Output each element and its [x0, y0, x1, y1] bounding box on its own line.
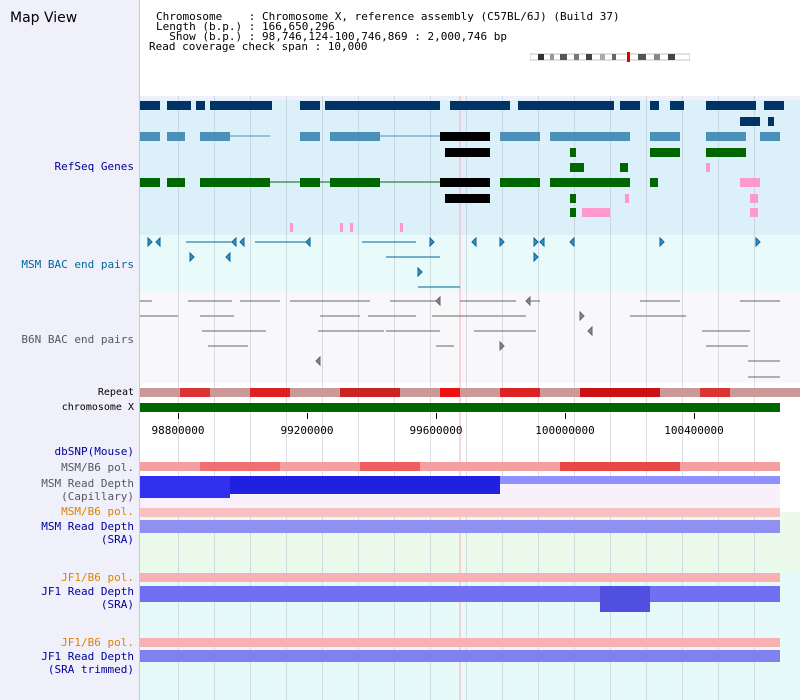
axis-tick-label: 99200000: [280, 424, 334, 437]
page-title: Map View: [10, 10, 78, 26]
msm-pol2-track: [140, 508, 780, 517]
axis-tick-label: 100400000: [664, 424, 724, 437]
track-label-jf1-pol[interactable]: JF1/B6 pol.: [61, 571, 134, 584]
msm-bac-band: [140, 235, 800, 291]
track-label-msm-pol[interactable]: MSM/B6 pol.: [61, 461, 134, 474]
track-label-msm-bac[interactable]: MSM BAC end pairs: [21, 258, 134, 271]
jf1-depth-trimmed: [140, 650, 780, 662]
msm-depth-sra: [140, 520, 780, 533]
depth-tracks[interactable]: [140, 460, 800, 700]
track-label-jf1-depth-sra[interactable]: JF1 Read Depth (SRA): [41, 585, 134, 611]
chromosome-info: Chromosome : Chromosome X, reference ass…: [156, 10, 620, 23]
jf1-pol2-track: [140, 638, 780, 647]
msm-pol-track: [140, 462, 780, 471]
track-label-msm-depth-sra[interactable]: MSM Read Depth (SRA): [41, 520, 134, 546]
msm-bac-track: [147, 236, 761, 288]
annotation-tracks[interactable]: [140, 96, 800, 416]
track-label-repeat[interactable]: Repeat: [97, 387, 134, 398]
track-label-msm-pol2[interactable]: MSM/B6 pol.: [61, 505, 134, 518]
length-info: Length (b.p.) : 166,650,296: [156, 20, 335, 33]
axis-tick-label: 99600000: [409, 424, 463, 437]
track-label-b6n-bac[interactable]: B6N BAC end pairs: [21, 333, 134, 346]
coverage-span-info: Read coverage check span : 10,000: [149, 40, 368, 53]
chromosome-bar: [140, 403, 780, 412]
track-label-refseq[interactable]: RefSeq Genes: [54, 160, 134, 173]
b6n-bac-track: [140, 295, 780, 378]
track-label-jf1-depth-trim[interactable]: JF1 Read Depth (SRA trimmed): [41, 650, 134, 676]
axis-tick-label: 98800000: [151, 424, 205, 437]
track-label-panel: [0, 0, 140, 700]
jf1-pol-track: [140, 573, 780, 582]
b6n-bac-band: [140, 291, 800, 383]
track-label-msm-depth-cap[interactable]: MSM Read Depth (Capillary): [41, 477, 134, 503]
refseq-genes-track: [140, 101, 784, 232]
cursor-line: [459, 96, 461, 700]
axis-tick-label: 100000000: [535, 424, 595, 437]
ideogram-position-marker: [627, 52, 630, 62]
region-info: Chromosome : Chromosome X, reference ass…: [140, 0, 800, 96]
track-label-jf1-pol2[interactable]: JF1/B6 pol.: [61, 636, 134, 649]
refseq-band: [140, 100, 800, 235]
axis-band: [140, 417, 800, 447]
track-label-chrom[interactable]: chromosome X: [61, 402, 134, 413]
chromosome-ideogram[interactable]: [530, 52, 690, 62]
show-range-info: Show (b.p.) : 98,746,124-100,746,869 : 2…: [156, 30, 507, 43]
jf1-depth-sra: [140, 586, 780, 612]
track-label-dbsnp[interactable]: dbSNP(Mouse): [54, 445, 134, 458]
repeat-track: [140, 388, 800, 397]
